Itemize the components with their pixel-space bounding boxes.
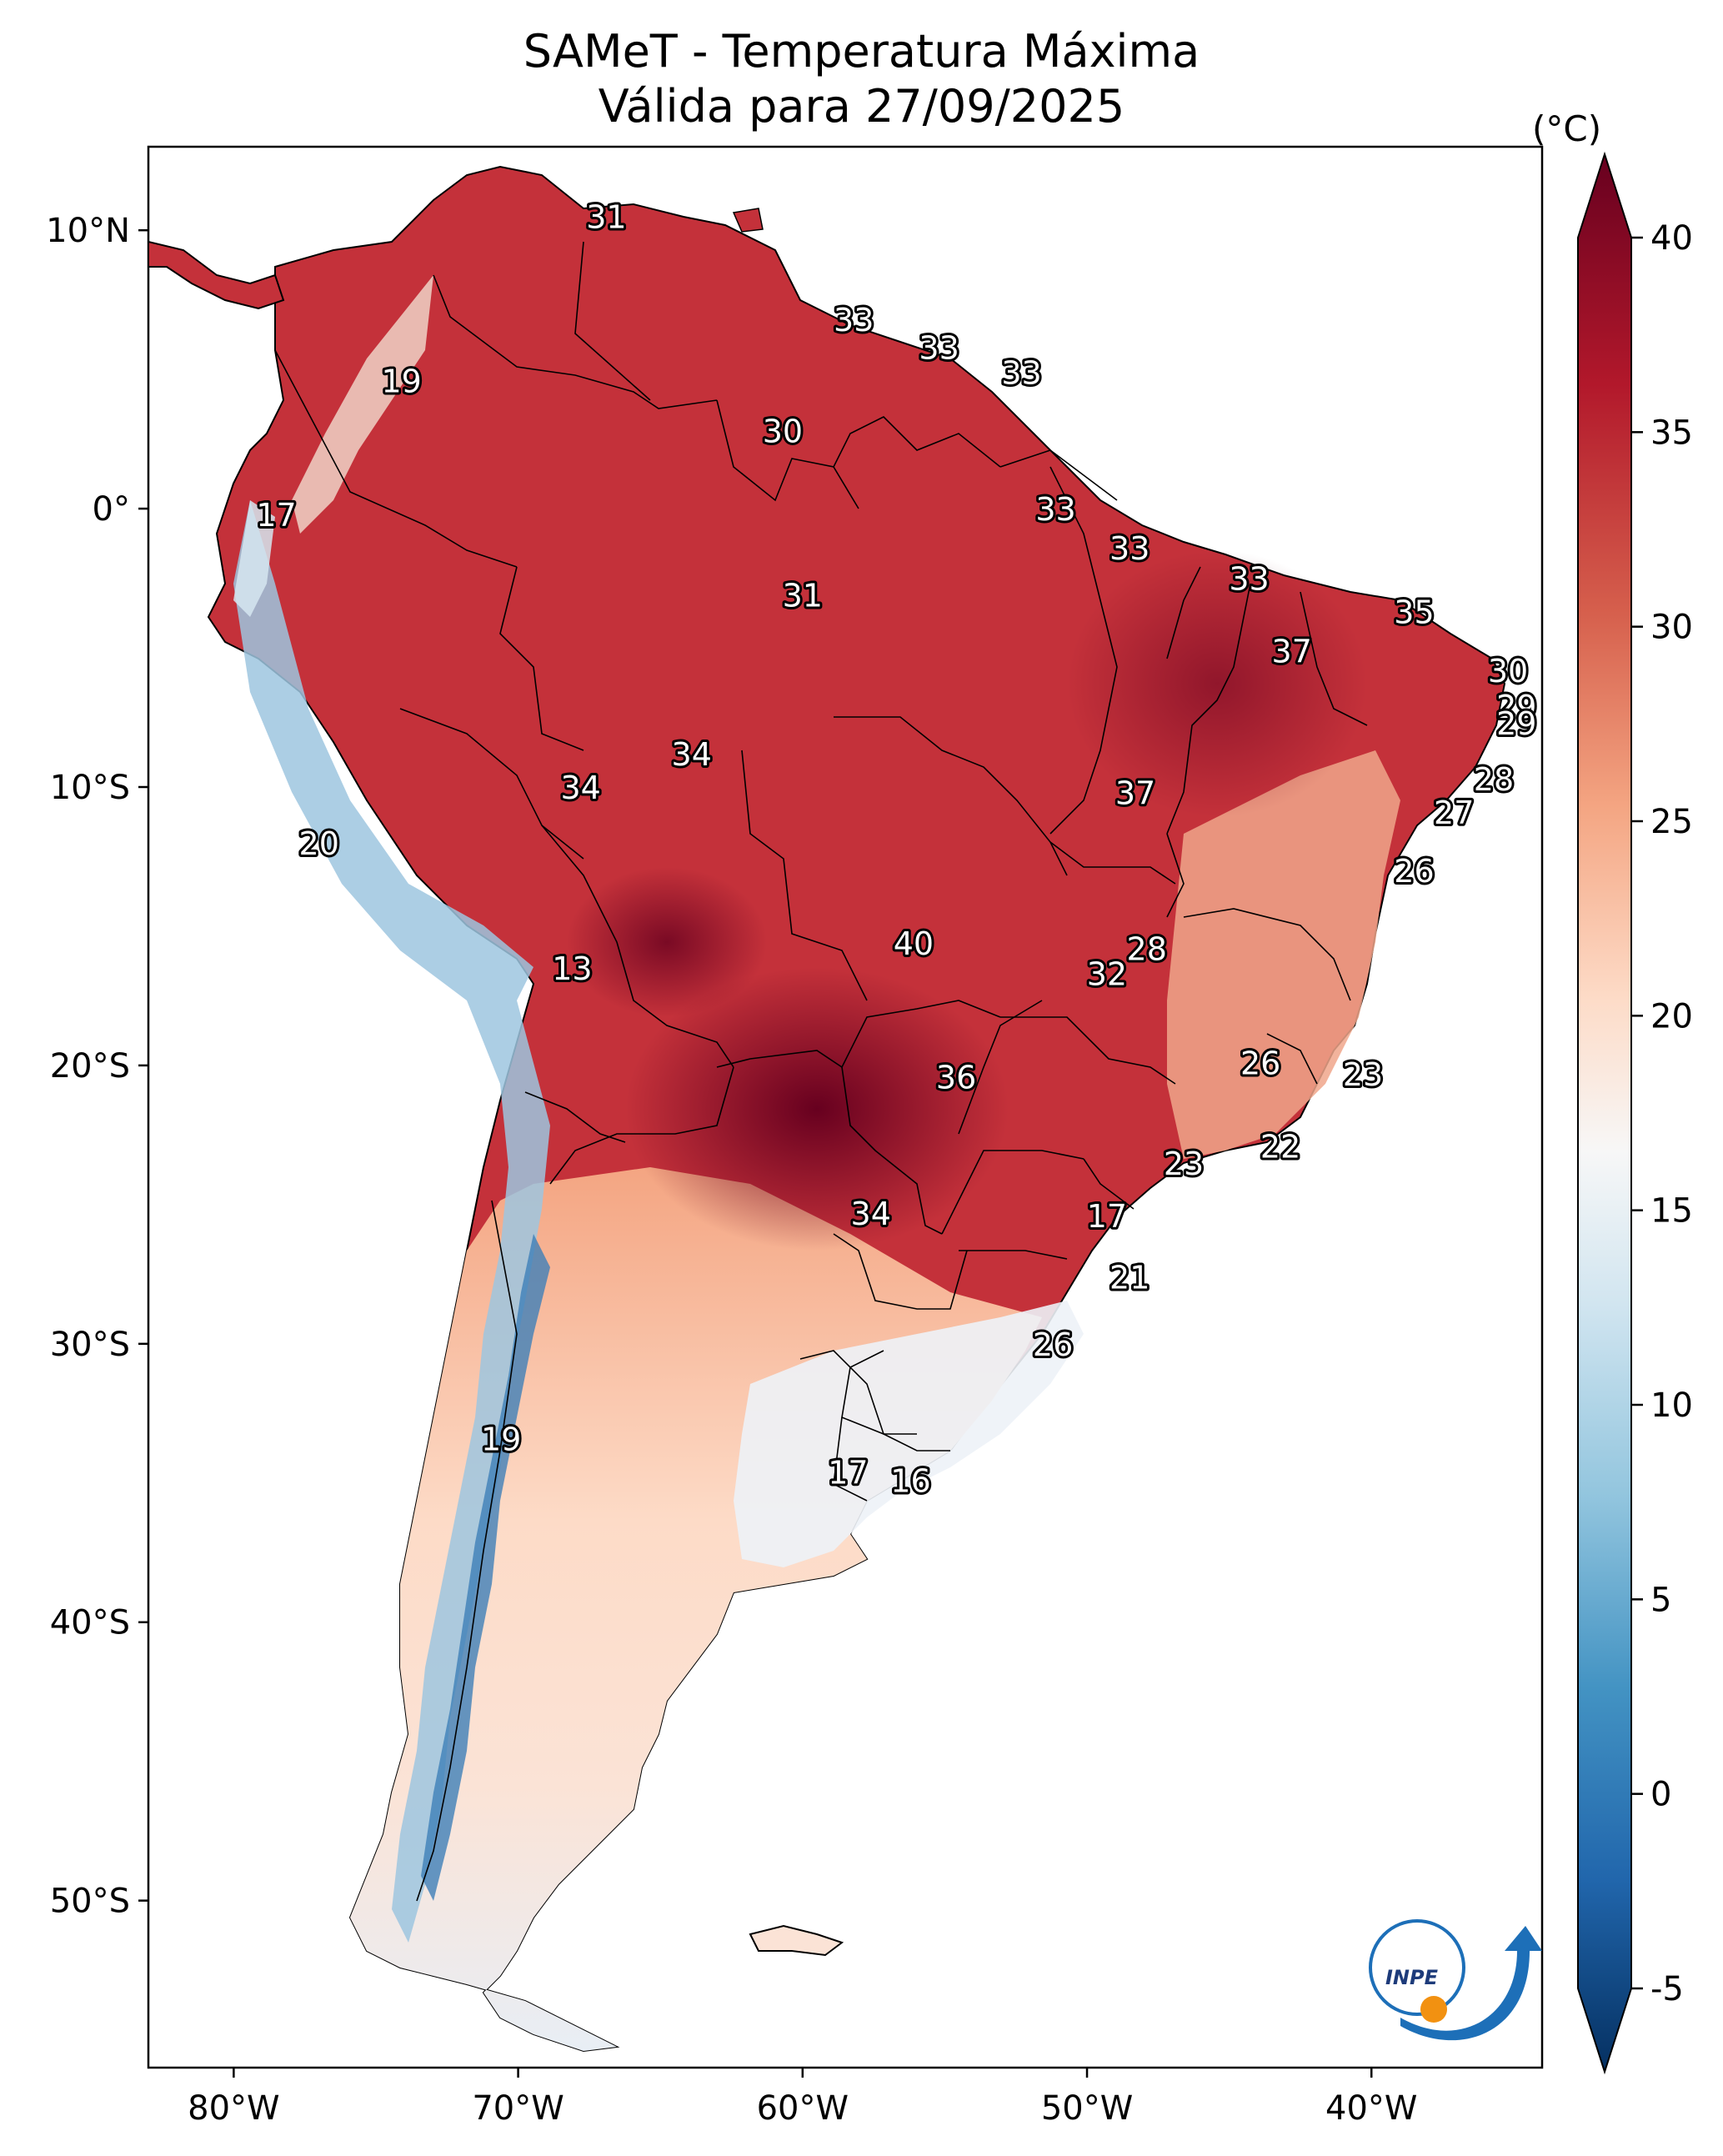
continent-layer	[148, 165, 1506, 2053]
andes-deep-cold	[421, 1234, 550, 1901]
city-temperature-label: 17	[256, 497, 296, 534]
city-temperature-label: 30	[1488, 653, 1528, 689]
lat-tick-label: 40°S	[50, 1604, 130, 1642]
colorbar-tick-label: 20	[1650, 997, 1693, 1035]
city-temperature-label: 33	[1109, 530, 1150, 567]
city-temperature-label: 35	[1394, 594, 1434, 631]
trinidad	[732, 208, 764, 233]
lon-tick-label: 80°W	[188, 2089, 279, 2128]
colorbar-tick-label: 15	[1650, 1192, 1693, 1231]
city-temperature-label: 29	[1496, 705, 1536, 742]
city-temperature-label: 34	[672, 736, 712, 773]
latitude-axis: 10°N 0° 10°S 20°S 30°S 40°S 50°S	[46, 212, 148, 1921]
city-temperature-label: 30	[763, 414, 803, 450]
lon-tick-label: 70°W	[472, 2089, 563, 2128]
city-temperature-label: 21	[1109, 1260, 1150, 1296]
city-temperature-label: 23	[1343, 1056, 1383, 1093]
hot-core-northeast	[1067, 550, 1367, 817]
colorbar-ticks: 40 35 30 25 20 15 10 5 0 -5	[1631, 219, 1693, 2008]
city-temperature-label: 32	[1087, 956, 1127, 993]
lat-tick-label: 10°S	[50, 769, 130, 807]
city-temperature-label: 19	[481, 1421, 521, 1457]
lat-tick-label: 30°S	[50, 1326, 130, 1364]
lon-tick-label: 60°W	[757, 2089, 849, 2128]
ecuador-highlands	[233, 500, 275, 617]
falkland-islands	[749, 1924, 844, 1957]
map-subtitle: Válida para 27/09/2025	[598, 80, 1125, 133]
colorbar-tick-label: 5	[1650, 1581, 1671, 1619]
city-temperature-label: 26	[1394, 853, 1434, 890]
city-temperature-label: 31	[783, 578, 823, 614]
city-temperature-label: 17	[828, 1454, 868, 1491]
city-temperature-label: 34	[560, 770, 600, 806]
colorbar-tick-label: 0	[1650, 1776, 1671, 1814]
colorbar-tick-label: 30	[1650, 609, 1693, 647]
city-temperature-label: 20	[299, 825, 339, 862]
city-temperature-label: 28	[1127, 931, 1167, 968]
colorbar-tick-label: 25	[1650, 803, 1693, 841]
logo-text: INPE	[1385, 1966, 1439, 1989]
city-temperature-label: 23	[1164, 1146, 1204, 1182]
hot-core-bolivia	[567, 867, 767, 1017]
country-borders	[274, 241, 1368, 1902]
colorbar-bar	[1577, 151, 1632, 2075]
lat-tick-label: 0°	[93, 490, 130, 529]
city-temperature-label: 19	[382, 363, 422, 399]
city-temperature-label: 33	[919, 329, 959, 366]
city-temperature-label: 27	[1434, 795, 1474, 831]
colorbar-tick-label: -5	[1650, 1970, 1684, 2008]
map-title: SAMeT - Temperatura Máxima	[523, 25, 1200, 78]
city-temperature-label: 33	[834, 302, 874, 338]
city-temperature-label: 33	[1035, 491, 1075, 528]
central-america	[148, 240, 285, 310]
lat-tick-label: 10°N	[46, 212, 130, 250]
lon-tick-label: 50°W	[1041, 2089, 1133, 2128]
city-temperature-label: 13	[552, 950, 592, 987]
colombia-highlands	[292, 275, 433, 534]
city-temperature-label: 28	[1474, 761, 1514, 798]
city-temperature-label: 37	[1115, 775, 1155, 812]
city-temperature-label: 17	[1087, 1198, 1127, 1235]
logo-sun-icon	[1420, 1996, 1447, 2023]
lat-tick-label: 50°S	[50, 1883, 130, 1921]
city-temperature-label: 31	[586, 198, 626, 235]
lat-tick-label: 20°S	[50, 1047, 130, 1086]
logo-swoosh-icon	[1400, 1926, 1542, 2041]
lon-tick-label: 40°W	[1325, 2089, 1417, 2128]
city-temperature-label: 36	[936, 1059, 976, 1096]
city-temperature-label: 16	[890, 1462, 930, 1499]
colorbar-tick-label: 35	[1650, 414, 1693, 452]
city-temperature-label: 37	[1272, 633, 1312, 669]
colorbar-tick-label: 40	[1650, 219, 1693, 258]
city-temperature-label: 29	[1496, 689, 1536, 725]
city-temperature-label: 26	[1240, 1045, 1280, 1082]
city-temperature-label: 26	[1033, 1326, 1073, 1363]
city-temperature-label: 22	[1260, 1129, 1300, 1166]
longitude-axis: 80°W 70°W 60°W 50°W 40°W	[188, 2068, 1417, 2128]
city-temperature-label: 33	[1229, 561, 1269, 598]
colorbar-tick-label: 10	[1650, 1386, 1693, 1425]
colorbar: 40 35 30 25 20 15 10 5 0 -5	[1577, 151, 1693, 2075]
inpe-logo: INPE	[1369, 1919, 1542, 2041]
city-temperature-label: 33	[1001, 354, 1041, 391]
city-temperature-label: 34	[851, 1196, 891, 1232]
city-temperature-label: 40	[894, 925, 934, 962]
southeast-brazil-mild	[1167, 750, 1400, 1159]
colorbar-unit: (°C)	[1532, 108, 1602, 149]
